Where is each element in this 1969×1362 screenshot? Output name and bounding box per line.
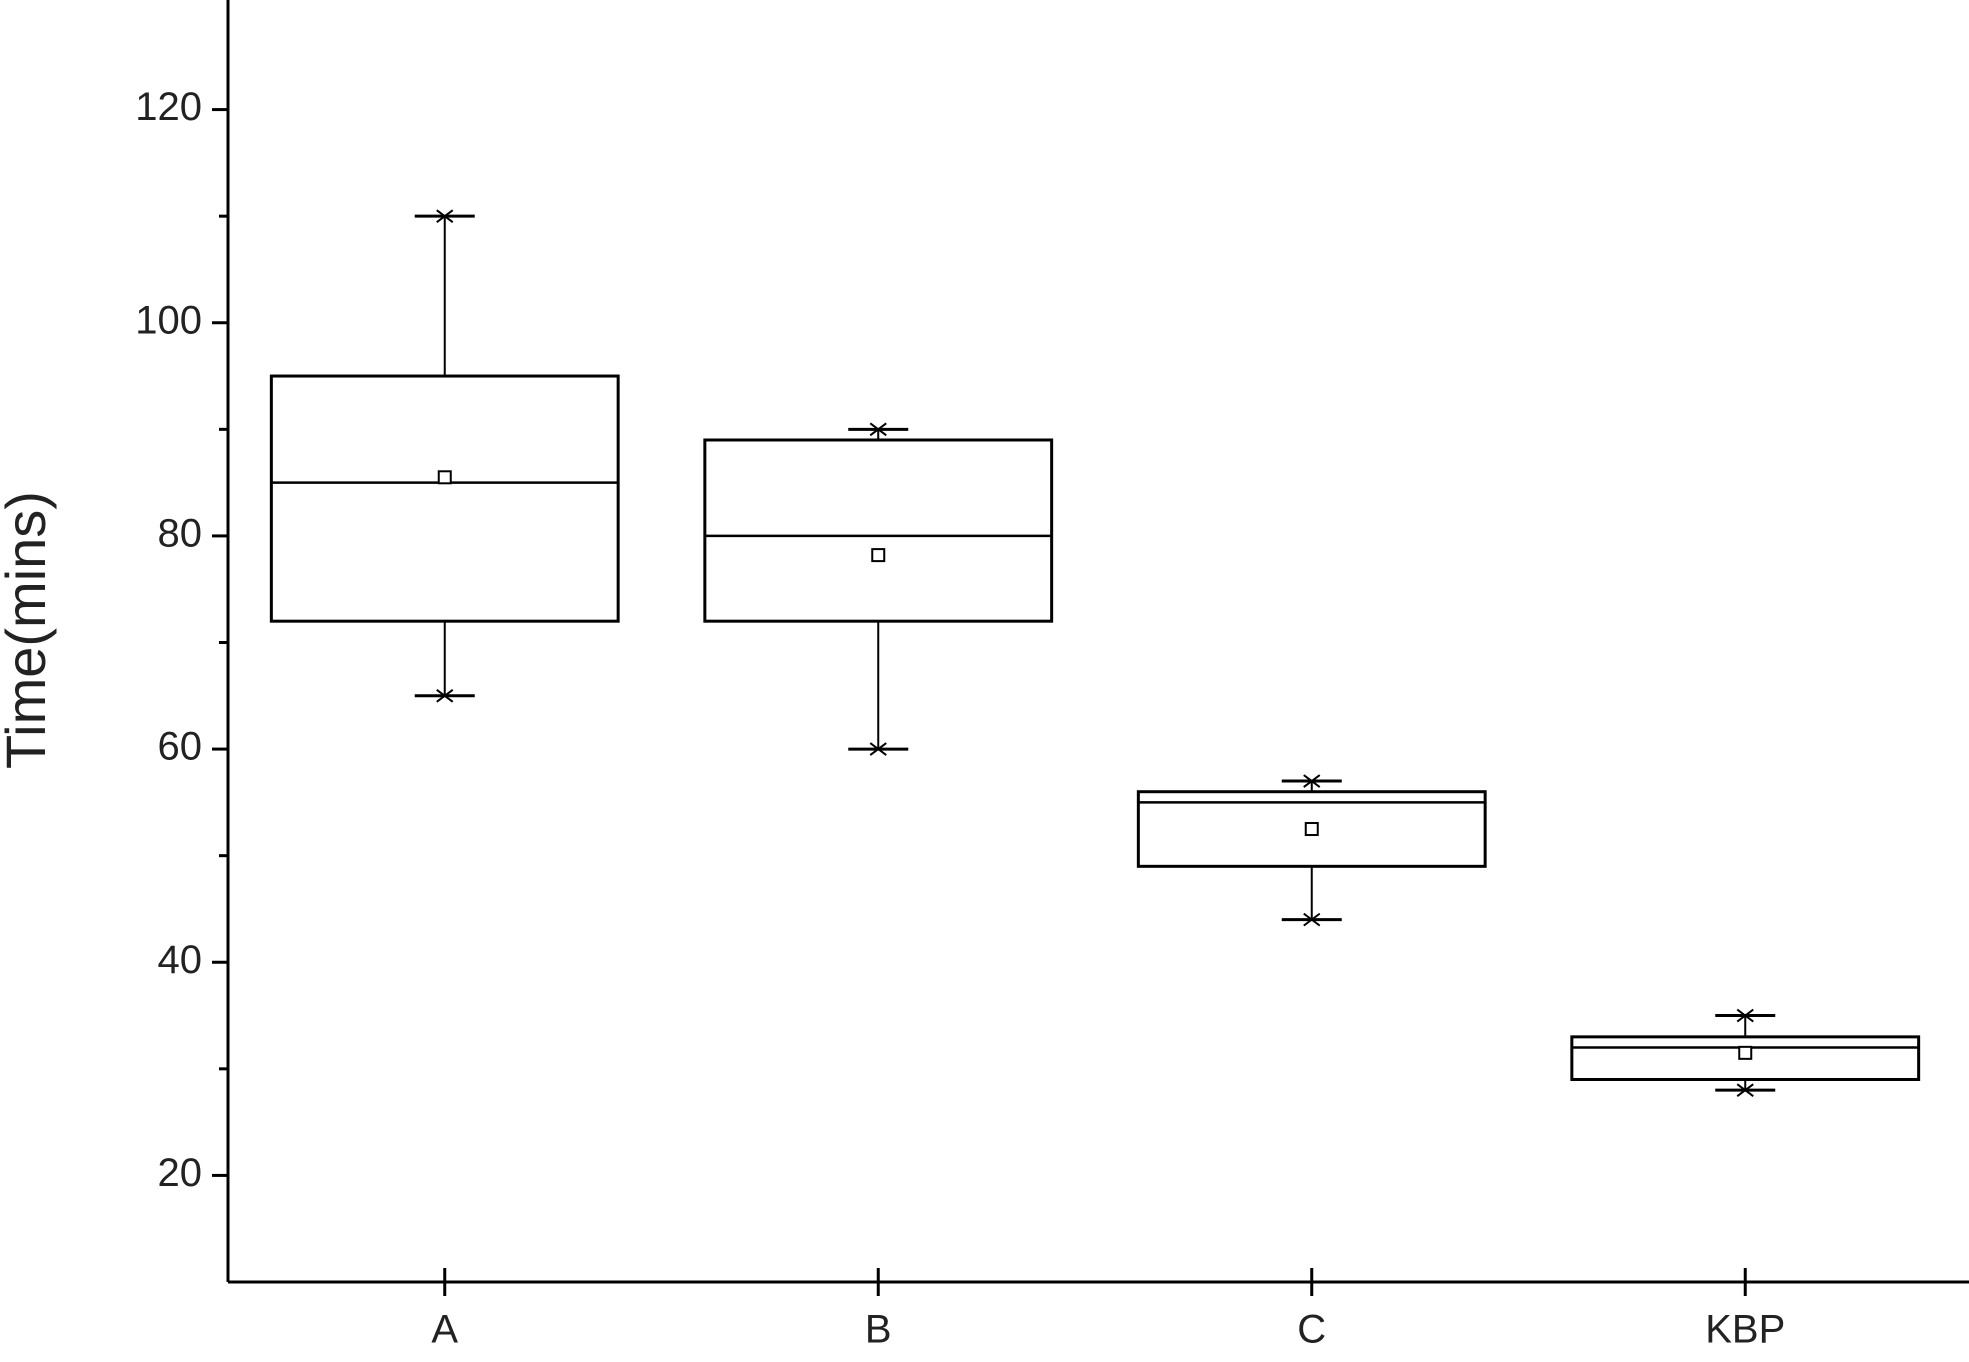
mean-marker [871, 548, 886, 563]
max-marker [869, 422, 887, 437]
y-tick-label: 120 [135, 85, 202, 129]
min-marker [436, 688, 454, 703]
mean-marker [1304, 822, 1319, 837]
box [703, 438, 1054, 623]
y-tick-label: 20 [158, 1151, 203, 1195]
y-axis-label: Time(mins) [0, 491, 57, 769]
x-tick-label: B [865, 1308, 892, 1352]
max-marker [436, 209, 454, 223]
x-tick-label: C [1297, 1308, 1326, 1352]
min-marker [1736, 1083, 1754, 1097]
max-marker [1736, 1008, 1754, 1023]
max-marker [1303, 774, 1321, 788]
min-marker [1303, 912, 1321, 927]
y-tick-label: 100 [135, 298, 202, 342]
box [269, 374, 620, 623]
min-marker [869, 742, 887, 756]
y-tick-label: 60 [158, 725, 203, 769]
box [1136, 790, 1487, 868]
mean-marker [437, 470, 452, 485]
mean-marker [1738, 1045, 1753, 1060]
y-tick-label: 40 [158, 938, 203, 982]
x-tick-label: KBP [1705, 1308, 1785, 1352]
box [1570, 1035, 1921, 1081]
y-tick-label: 80 [158, 511, 203, 555]
x-tick-label: A [431, 1308, 458, 1352]
